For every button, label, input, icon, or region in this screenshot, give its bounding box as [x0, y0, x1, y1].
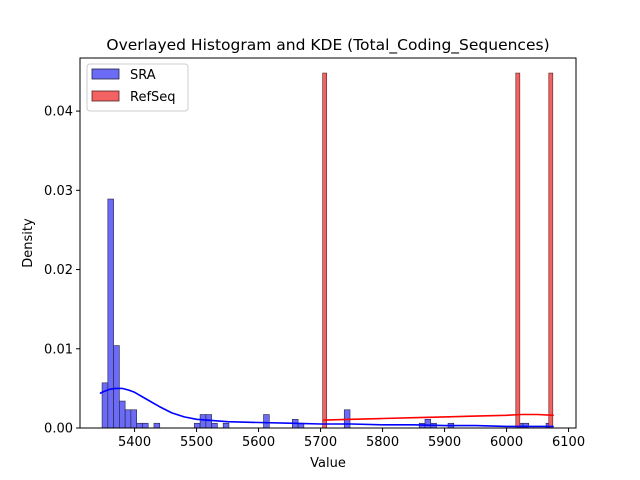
legend: SRA RefSeq: [86, 63, 189, 112]
y-axis-label: Density: [21, 218, 36, 268]
plot-area: [79, 57, 577, 429]
axes-frame: [79, 57, 577, 429]
chart-title: Overlayed Histogram and KDE (Total_Codin…: [106, 36, 549, 55]
y-tick-label: 0.04: [44, 105, 73, 120]
refseq-bar: [322, 72, 327, 429]
y-tick-label: 0.02: [44, 263, 73, 278]
sra-bar: [136, 422, 143, 429]
sra-bar: [211, 422, 218, 429]
y-tick-label: 0.01: [44, 342, 73, 357]
sra-bar: [199, 414, 207, 429]
sra-bar: [205, 414, 212, 429]
refseq-bar: [548, 72, 554, 429]
sra-bar: [142, 422, 149, 429]
legend-label-refseq: RefSeq: [130, 90, 176, 105]
x-tick-label: 5900: [428, 435, 461, 450]
sra-bar: [107, 198, 114, 429]
x-tick-label: 5500: [180, 435, 213, 450]
sra-bar: [194, 422, 201, 429]
sra-bar: [113, 345, 120, 429]
sra-bar: [222, 422, 230, 429]
x-tick-label: 5400: [118, 435, 151, 450]
legend-label-sra: SRA: [130, 68, 156, 83]
kde-layer: [99, 387, 554, 428]
x-tick-label: 6000: [490, 435, 523, 450]
y-axis: 0.00 0.01 0.02 0.03 0.04: [44, 105, 80, 437]
sra-bar: [424, 418, 432, 429]
sra-bar: [124, 409, 132, 429]
x-tick-label: 5600: [242, 435, 275, 450]
x-tick-label: 5800: [366, 435, 399, 450]
refseq-kde-line: [322, 413, 554, 421]
refseq-bar: [515, 72, 521, 429]
sra-bar: [119, 400, 126, 429]
sra-kde-line: [99, 387, 554, 428]
legend-swatch-refseq: [91, 90, 120, 102]
sra-bar: [130, 409, 137, 429]
x-axis-label: Value: [310, 456, 346, 471]
x-tick-label: 6100: [552, 435, 585, 450]
y-tick-label: 0.00: [44, 422, 73, 437]
legend-swatch-sra: [91, 68, 120, 80]
x-tick-label: 5700: [304, 435, 337, 450]
x-axis: 5400 5500 5600 5700 5800 5900 6000 6100: [118, 428, 585, 450]
sra-bar: [153, 422, 161, 429]
sra-bar: [263, 414, 270, 429]
y-tick-label: 0.03: [44, 184, 73, 199]
